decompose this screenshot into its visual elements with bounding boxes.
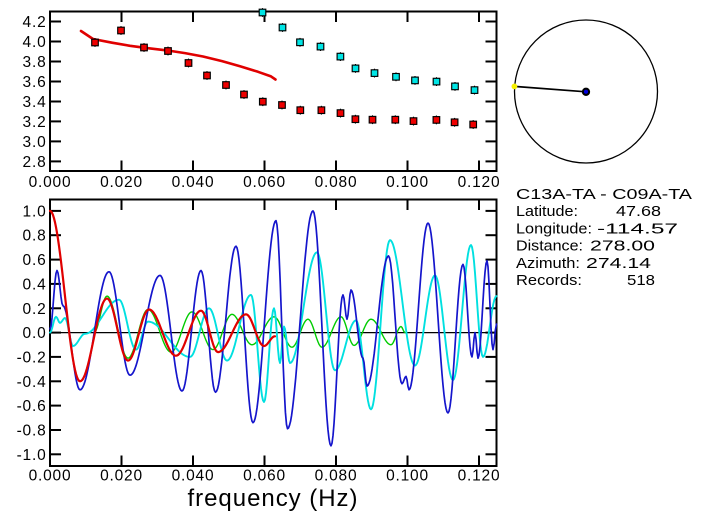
svg-text:3.0: 3.0 xyxy=(23,134,47,151)
svg-text:Records:: Records: xyxy=(516,273,582,289)
svg-text:Azimuth:: Azimuth: xyxy=(516,256,580,272)
svg-text:0.100: 0.100 xyxy=(386,174,429,191)
svg-text:Distance:: Distance: xyxy=(516,239,583,255)
svg-text:47.68: 47.68 xyxy=(616,204,661,220)
svg-text:-1.0: -1.0 xyxy=(17,447,47,464)
svg-text:4.0: 4.0 xyxy=(23,34,47,51)
svg-text:-0.8: -0.8 xyxy=(17,423,47,440)
svg-text:0.020: 0.020 xyxy=(100,468,143,485)
svg-text:0.2: 0.2 xyxy=(23,301,47,318)
svg-text:3.6: 3.6 xyxy=(23,74,47,91)
svg-text:0.040: 0.040 xyxy=(172,174,215,191)
svg-text:0.060: 0.060 xyxy=(243,174,286,191)
svg-text:518: 518 xyxy=(627,273,655,289)
svg-text:0.100: 0.100 xyxy=(386,468,429,485)
svg-text:C13A-TA - C09A-TA: C13A-TA - C09A-TA xyxy=(516,187,692,203)
svg-text:3.8: 3.8 xyxy=(23,54,47,71)
svg-text:Longitude:: Longitude: xyxy=(516,221,592,237)
svg-text:-114.57: -114.57 xyxy=(597,221,678,237)
svg-text:-0.4: -0.4 xyxy=(17,374,47,391)
svg-text:3.2: 3.2 xyxy=(23,114,47,131)
svg-text:0.060: 0.060 xyxy=(243,468,286,485)
svg-text:274.14: 274.14 xyxy=(586,256,651,272)
svg-text:0.6: 0.6 xyxy=(23,252,47,269)
svg-text:3.4: 3.4 xyxy=(23,94,47,111)
svg-text:1.0: 1.0 xyxy=(23,203,47,220)
svg-text:frequency (Hz): frequency (Hz) xyxy=(188,485,358,512)
svg-text:0.080: 0.080 xyxy=(315,174,358,191)
svg-text:0.0: 0.0 xyxy=(23,325,47,342)
svg-text:4.2: 4.2 xyxy=(23,14,47,31)
svg-text:2.8: 2.8 xyxy=(23,154,47,171)
svg-text:-0.2: -0.2 xyxy=(17,349,47,366)
svg-text:0.020: 0.020 xyxy=(100,174,143,191)
svg-text:0.8: 0.8 xyxy=(23,228,47,245)
svg-text:0.120: 0.120 xyxy=(458,468,501,485)
svg-text:0.000: 0.000 xyxy=(29,174,72,191)
svg-text:278.00: 278.00 xyxy=(590,239,655,255)
svg-text:0.040: 0.040 xyxy=(172,468,215,485)
svg-text:Latitude:: Latitude: xyxy=(516,204,578,220)
svg-text:0.000: 0.000 xyxy=(29,468,72,485)
svg-text:0.080: 0.080 xyxy=(315,468,358,485)
svg-text:0.120: 0.120 xyxy=(458,174,501,191)
svg-text:-0.6: -0.6 xyxy=(17,398,47,415)
svg-text:0.4: 0.4 xyxy=(23,276,47,293)
